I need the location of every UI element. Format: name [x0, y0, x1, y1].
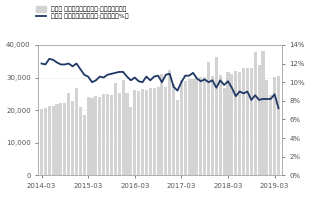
Bar	[168, 70, 171, 175]
Bar	[118, 93, 121, 175]
Bar	[98, 97, 101, 175]
Bar	[184, 81, 187, 175]
Bar	[180, 80, 183, 175]
Bar	[48, 106, 51, 175]
Bar	[52, 106, 55, 175]
Bar	[242, 68, 245, 175]
Bar	[211, 76, 214, 175]
Bar	[250, 68, 253, 175]
Legend: 左轴： 社会消费品零售总额:当月值（亿元）, 右轴： 社会消费品零售总额:当月同比（%）: 左轴： 社会消费品零售总额:当月值（亿元）, 右轴： 社会消费品零售总额:当月同…	[35, 5, 130, 21]
Bar	[60, 103, 62, 175]
Bar	[261, 51, 265, 175]
Bar	[71, 101, 74, 175]
Bar	[207, 62, 210, 175]
Bar	[153, 88, 156, 175]
Bar	[133, 90, 136, 175]
Bar	[44, 108, 47, 175]
Bar	[129, 107, 132, 175]
Bar	[258, 65, 260, 175]
Bar	[254, 52, 257, 175]
Bar	[176, 100, 179, 175]
Bar	[141, 89, 144, 175]
Bar	[87, 97, 90, 175]
Bar	[230, 74, 233, 175]
Bar	[265, 80, 268, 175]
Bar	[149, 88, 152, 175]
Bar	[106, 94, 109, 175]
Bar	[91, 98, 93, 175]
Bar	[55, 104, 59, 175]
Bar	[145, 90, 148, 175]
Bar	[203, 76, 206, 175]
Bar	[164, 87, 167, 175]
Bar	[122, 80, 125, 175]
Bar	[269, 94, 272, 175]
Bar	[94, 96, 98, 175]
Bar	[63, 103, 66, 175]
Bar	[215, 57, 218, 175]
Bar	[79, 106, 82, 175]
Bar	[188, 79, 191, 175]
Bar	[234, 71, 237, 175]
Bar	[137, 91, 140, 175]
Bar	[227, 72, 229, 175]
Bar	[219, 75, 222, 175]
Bar	[125, 93, 129, 175]
Bar	[191, 79, 195, 175]
Bar	[172, 84, 175, 175]
Bar	[114, 83, 117, 175]
Bar	[238, 72, 241, 175]
Bar	[102, 94, 105, 175]
Bar	[222, 88, 226, 175]
Bar	[195, 77, 198, 175]
Bar	[110, 95, 113, 175]
Bar	[160, 74, 164, 175]
Bar	[246, 68, 249, 175]
Bar	[83, 115, 86, 175]
Bar	[277, 75, 280, 175]
Bar	[40, 109, 43, 175]
Bar	[199, 77, 202, 175]
Bar	[75, 88, 78, 175]
Bar	[273, 77, 276, 175]
Bar	[156, 87, 160, 175]
Bar	[67, 93, 70, 175]
